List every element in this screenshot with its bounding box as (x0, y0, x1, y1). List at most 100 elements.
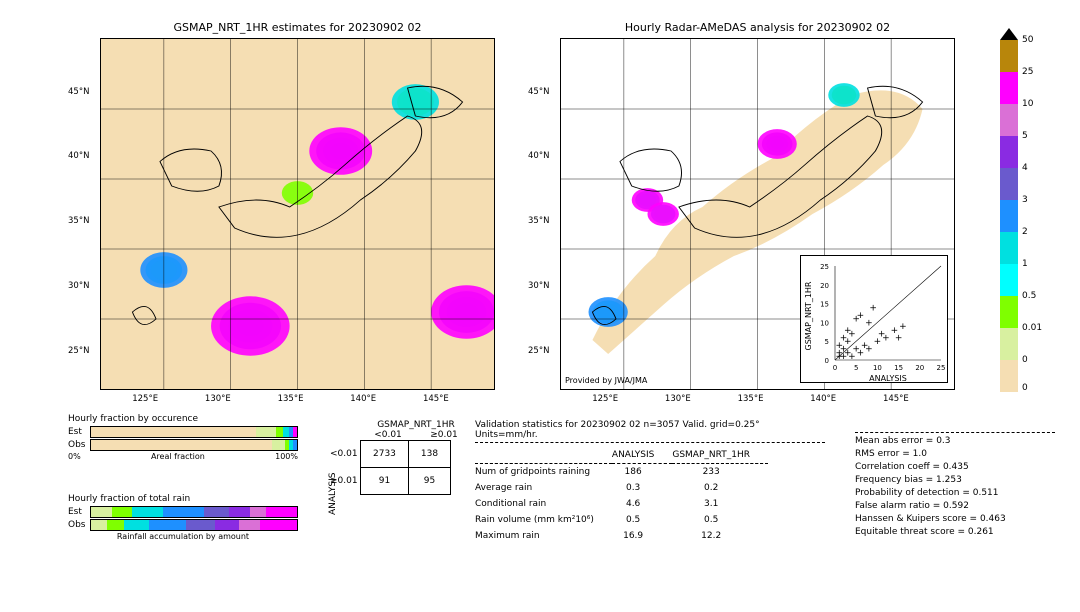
hbar-row-label: Obs (68, 520, 90, 530)
contingency-table: 2733138 9195 (360, 440, 451, 495)
stats-panel: Validation statistics for 20230902 02 n=… (475, 420, 825, 544)
hbar-row: Est (68, 506, 298, 518)
stats-val-b: 3.1 (672, 496, 768, 512)
metric-row: Probability of detection = 0.511 (855, 488, 1055, 498)
svg-text:+: + (844, 326, 852, 336)
hbar-seg (112, 507, 133, 517)
stats-val-a: 186 (612, 464, 672, 481)
hbar2-title: Hourly fraction of total rain (68, 494, 298, 504)
cont-cell-01: 138 (408, 441, 450, 468)
hbar1-xright: 100% (275, 452, 298, 461)
cont-cell-11: 95 (408, 468, 450, 495)
cont-vlabel: ANALYSIS (328, 473, 338, 515)
svg-text:10: 10 (873, 364, 882, 372)
hbar-seg (91, 507, 112, 517)
hbar-bar (90, 506, 298, 518)
colorbar-seg: 5 (1000, 136, 1018, 168)
right-map-title: Hourly Radar-AMeDAS analysis for 2023090… (561, 21, 954, 34)
colorbar-label: 0.01 (1022, 323, 1042, 333)
colorbar-seg: 1 (1000, 264, 1018, 296)
axis-tick: 25°N (68, 346, 89, 356)
hbar1-xleft: 0% (68, 452, 81, 461)
svg-text:+: + (899, 322, 907, 332)
axis-tick: 130°E (205, 394, 231, 404)
axis-tick: 40°N (528, 151, 549, 161)
stats-col0: ANALYSIS (612, 447, 672, 464)
hbar-seg (186, 520, 215, 530)
axis-tick: 35°N (528, 216, 549, 226)
svg-text:5: 5 (825, 338, 829, 346)
hbar-seg (204, 507, 229, 517)
stats-rowname: Conditional rain (475, 496, 612, 512)
stats-rowname: Average rain (475, 480, 612, 496)
axis-tick: 45°N (68, 87, 89, 97)
stats-val-b: 0.5 (672, 512, 768, 528)
stats-title: Validation statistics for 20230902 02 n=… (475, 420, 825, 440)
svg-text:25: 25 (820, 263, 829, 271)
hbar-bar (90, 426, 298, 438)
svg-text:GSMAP_NRT_1HR: GSMAP_NRT_1HR (804, 281, 813, 350)
hbar-seg (132, 507, 163, 517)
metric-row: Hanssen & Kuipers score = 0.463 (855, 514, 1055, 524)
hbar-seg (215, 520, 240, 530)
hbar-bar (90, 439, 298, 451)
colorbar-label: 25 (1022, 67, 1033, 77)
hbar1-xlabel: Areal fraction (151, 452, 205, 461)
svg-text:+: + (878, 330, 886, 340)
axis-tick: 130°E (665, 394, 691, 404)
colorbar-label: 5 (1022, 131, 1028, 141)
colorbar-label: 0 (1022, 355, 1028, 365)
svg-text:+: + (895, 333, 903, 343)
hbar-seg (250, 507, 266, 517)
colorbar-seg: 0 (1000, 360, 1018, 392)
axis-tick: 125°E (592, 394, 618, 404)
colorbar-label: 50 (1022, 35, 1033, 45)
colorbar-seg: 0.5 (1000, 296, 1018, 328)
hbar-seg (107, 520, 123, 530)
hbar-seg (260, 520, 297, 530)
left-map-svg (101, 39, 494, 389)
hbar-seg (124, 520, 149, 530)
svg-text:20: 20 (915, 364, 924, 372)
metrics-panel: Mean abs error = 0.3RMS error = 1.0Corre… (855, 432, 1055, 540)
hbar-seg (293, 440, 297, 450)
colorbar: 502510543210.50.0100 (1000, 28, 1018, 402)
colorbar-label: 3 (1022, 195, 1028, 205)
hbar-row-label: Obs (68, 440, 90, 450)
colorbar-label: 1 (1022, 259, 1028, 269)
axis-tick: 40°N (68, 151, 89, 161)
hbar-seg (272, 440, 284, 450)
hbar-seg (91, 520, 107, 530)
axis-tick: 145°E (883, 394, 909, 404)
axis-tick: 145°E (423, 394, 449, 404)
cont-row0: <0.01 (330, 449, 356, 459)
colorbar-label: 0.5 (1022, 291, 1036, 301)
svg-text:10: 10 (820, 319, 829, 327)
metric-row: Frequency bias = 1.253 (855, 475, 1055, 485)
hbar-seg (256, 427, 277, 437)
hbar-row-label: Est (68, 427, 90, 437)
hbar-seg (239, 520, 260, 530)
metric-row: Mean abs error = 0.3 (855, 436, 1055, 446)
stats-val-a: 0.5 (612, 512, 672, 528)
hbar-seg (266, 507, 297, 517)
colorbar-seg: 2 (1000, 232, 1018, 264)
svg-text:15: 15 (894, 364, 903, 372)
stats-row: Conditional rain4.63.1 (475, 496, 768, 512)
hbar1-title: Hourly fraction by occurence (68, 414, 298, 424)
stats-table: ANALYSISGSMAP_NRT_1HR Num of gridpoints … (475, 447, 768, 544)
svg-text:+: + (869, 303, 877, 313)
stats-val-b: 12.2 (672, 528, 768, 544)
stats-val-a: 0.3 (612, 480, 672, 496)
colorbar-seg: 3 (1000, 200, 1018, 232)
hbar-row: Est (68, 426, 298, 438)
stats-rowname: Rain volume (mm km²10⁶) (475, 512, 612, 528)
axis-tick: 45°N (528, 87, 549, 97)
colorbar-label: 10 (1022, 99, 1033, 109)
stats-rowname: Maximum rain (475, 528, 612, 544)
right-map: Hourly Radar-AMeDAS analysis for 2023090… (560, 38, 955, 390)
hbar-seg (293, 427, 297, 437)
cont-col0: <0.01 (360, 430, 416, 440)
svg-text:0: 0 (833, 364, 837, 372)
contingency-panel: GSMAP_NRT_1HR <0.01 ≥0.01 <0.01 ≥0.01 27… (330, 420, 472, 495)
